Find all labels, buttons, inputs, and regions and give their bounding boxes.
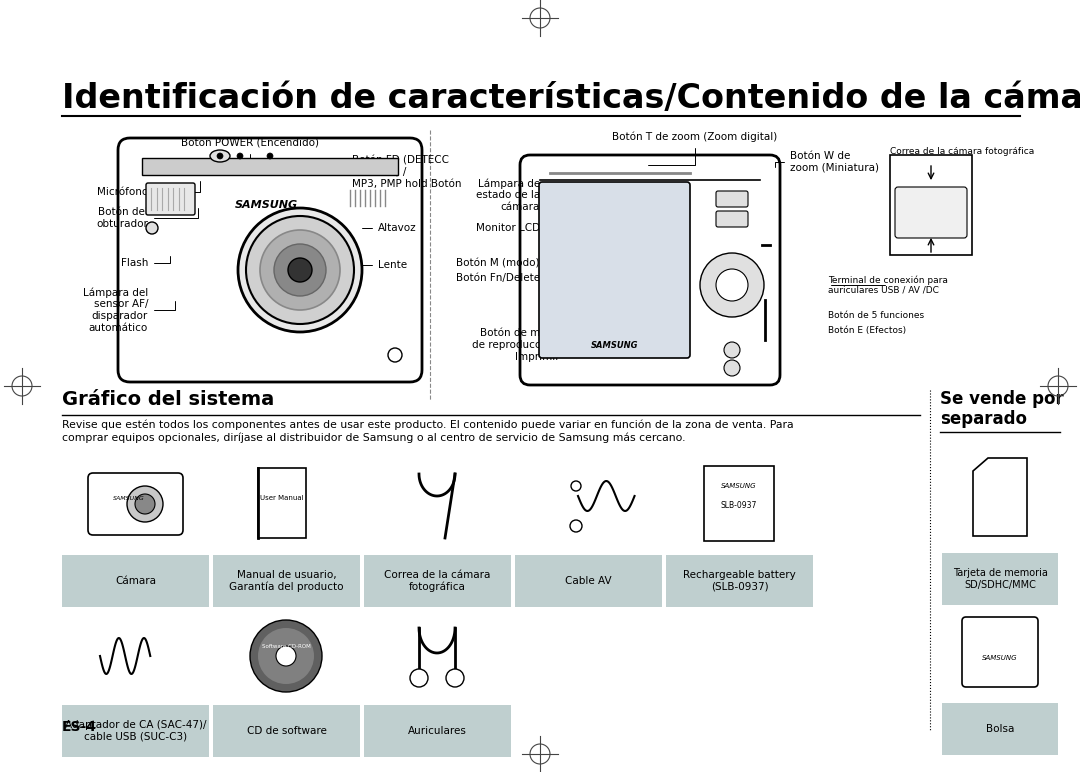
Circle shape <box>127 486 163 522</box>
Text: separado: separado <box>940 410 1027 428</box>
FancyBboxPatch shape <box>942 553 1058 605</box>
Text: Cámara: Cámara <box>114 576 156 586</box>
Circle shape <box>260 230 340 310</box>
Text: Identificación de características/Contenido de la cámara: Identificación de características/Conten… <box>62 82 1080 115</box>
FancyBboxPatch shape <box>704 466 774 541</box>
FancyBboxPatch shape <box>258 468 306 538</box>
FancyBboxPatch shape <box>146 183 195 215</box>
Text: Cable AV: Cable AV <box>565 576 611 586</box>
Circle shape <box>288 258 312 282</box>
Text: Micrófono: Micrófono <box>97 181 200 197</box>
Circle shape <box>238 208 362 332</box>
FancyBboxPatch shape <box>515 555 662 607</box>
Text: Software CD-ROM: Software CD-ROM <box>261 644 310 648</box>
FancyBboxPatch shape <box>539 182 690 358</box>
Text: SAMSUNG: SAMSUNG <box>113 496 145 500</box>
Text: Lámpara de
estado de la
cámara: Lámpara de estado de la cámara <box>476 178 558 212</box>
FancyBboxPatch shape <box>519 155 780 385</box>
Text: Botón POWER (Encendido): Botón POWER (Encendido) <box>181 138 319 170</box>
Text: Abrir: Abrir <box>939 193 963 203</box>
Text: Botón E (Efectos): Botón E (Efectos) <box>828 326 906 334</box>
Circle shape <box>700 253 764 317</box>
FancyBboxPatch shape <box>213 555 360 607</box>
Text: Flash: Flash <box>121 256 170 268</box>
Text: Correa de la cámara
fotográfica: Correa de la cámara fotográfica <box>384 570 490 592</box>
Text: Correa de la cámara fotográfica: Correa de la cámara fotográfica <box>890 147 1035 162</box>
Text: Terminal de conexión para
auriculares USB / AV /DC: Terminal de conexión para auriculares US… <box>828 275 948 295</box>
Text: Botón T de zoom (Zoom digital): Botón T de zoom (Zoom digital) <box>612 131 778 165</box>
Text: SAMSUNG: SAMSUNG <box>721 483 757 489</box>
Text: Lente: Lente <box>360 260 407 270</box>
FancyBboxPatch shape <box>716 211 748 227</box>
Text: Revise que estén todos los componentes antes de usar este producto. El contenido: Revise que estén todos los componentes a… <box>62 420 794 442</box>
Text: Auriculares: Auriculares <box>408 726 467 736</box>
Circle shape <box>276 646 296 666</box>
Text: SAMSUNG: SAMSUNG <box>591 340 638 350</box>
FancyBboxPatch shape <box>62 555 210 607</box>
Text: Se vende por: Se vende por <box>940 390 1064 408</box>
Text: Altavoz: Altavoz <box>362 223 417 233</box>
Text: Botón de 5 funciones: Botón de 5 funciones <box>828 310 924 320</box>
Circle shape <box>267 153 273 159</box>
Text: Botón de modo
de reproducción/
Imprimir: Botón de modo de reproducción/ Imprimir <box>472 328 600 362</box>
Text: Tarjeta de memoria
SD/SDHC/MMC: Tarjeta de memoria SD/SDHC/MMC <box>953 568 1048 590</box>
Circle shape <box>246 216 354 324</box>
Text: SAMSUNG: SAMSUNG <box>982 655 1017 661</box>
FancyBboxPatch shape <box>118 138 422 382</box>
Text: Botón FD (DETECC
ROSTRO) /
MP3, PMP hold Botón: Botón FD (DETECC ROSTRO) / MP3, PMP hold… <box>318 155 461 188</box>
FancyBboxPatch shape <box>716 191 748 207</box>
Text: Bolsa: Bolsa <box>986 724 1014 734</box>
Text: SAMSUNG: SAMSUNG <box>235 200 298 210</box>
Text: Botón Fn/Delete: Botón Fn/Delete <box>456 273 555 283</box>
Polygon shape <box>973 458 1027 536</box>
Text: Cerrar: Cerrar <box>910 213 943 223</box>
Circle shape <box>716 269 748 301</box>
Text: User Manual: User Manual <box>260 495 303 501</box>
FancyBboxPatch shape <box>364 555 511 607</box>
Text: Botón W de
zoom (Miniatura): Botón W de zoom (Miniatura) <box>775 151 879 173</box>
Text: ES-4: ES-4 <box>62 720 97 734</box>
Text: Rechargeable battery
(SLB-0937): Rechargeable battery (SLB-0937) <box>684 571 796 592</box>
FancyBboxPatch shape <box>942 703 1058 755</box>
Text: Lámpara del
sensor AF/
disparador
automático: Lámpara del sensor AF/ disparador automá… <box>83 287 175 333</box>
Circle shape <box>249 620 322 692</box>
Ellipse shape <box>210 150 230 162</box>
Polygon shape <box>141 158 399 175</box>
Circle shape <box>724 342 740 358</box>
Circle shape <box>274 244 326 296</box>
FancyBboxPatch shape <box>666 555 813 607</box>
Text: Gráfico del sistema: Gráfico del sistema <box>62 390 274 409</box>
Circle shape <box>410 669 428 687</box>
Text: CD de software: CD de software <box>246 726 326 736</box>
Text: Manual de usuario,
Garantía del producto: Manual de usuario, Garantía del producto <box>229 570 343 592</box>
Circle shape <box>217 153 222 159</box>
Text: Botón M (modo): Botón M (modo) <box>457 258 555 268</box>
FancyBboxPatch shape <box>364 705 511 757</box>
Text: Botón del
obturador: Botón del obturador <box>96 207 198 229</box>
Text: Adaptador de CA (SAC-47)/
cable USB (SUC-C3): Adaptador de CA (SAC-47)/ cable USB (SUC… <box>65 720 206 742</box>
FancyBboxPatch shape <box>890 155 972 255</box>
Circle shape <box>258 628 314 684</box>
FancyBboxPatch shape <box>962 617 1038 687</box>
FancyBboxPatch shape <box>213 705 360 757</box>
Circle shape <box>237 153 243 159</box>
FancyBboxPatch shape <box>895 187 967 238</box>
Circle shape <box>446 669 464 687</box>
Circle shape <box>146 222 158 234</box>
FancyBboxPatch shape <box>62 705 210 757</box>
Text: SLB-0937: SLB-0937 <box>720 502 757 510</box>
Circle shape <box>724 360 740 376</box>
Text: Monitor LCD: Monitor LCD <box>476 223 558 233</box>
FancyBboxPatch shape <box>87 473 183 535</box>
Circle shape <box>135 494 156 514</box>
